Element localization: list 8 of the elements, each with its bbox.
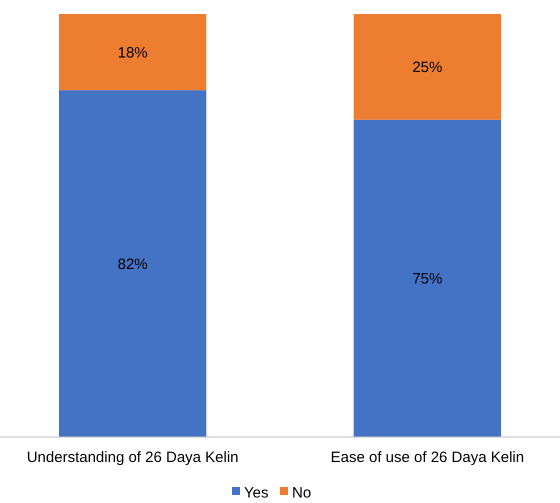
x-tick-label: Ease of use of 26 Daya Kelin [330, 449, 524, 466]
x-tick-label: Understanding of 26 Daya Kelin [26, 449, 239, 466]
data-label: 25% [412, 59, 442, 76]
data-label: 18% [118, 44, 148, 62]
legend-label: Yes [244, 484, 268, 502]
legend-label: No [292, 484, 312, 502]
data-label: 75% [412, 270, 442, 288]
data-label: 82% [118, 256, 148, 273]
